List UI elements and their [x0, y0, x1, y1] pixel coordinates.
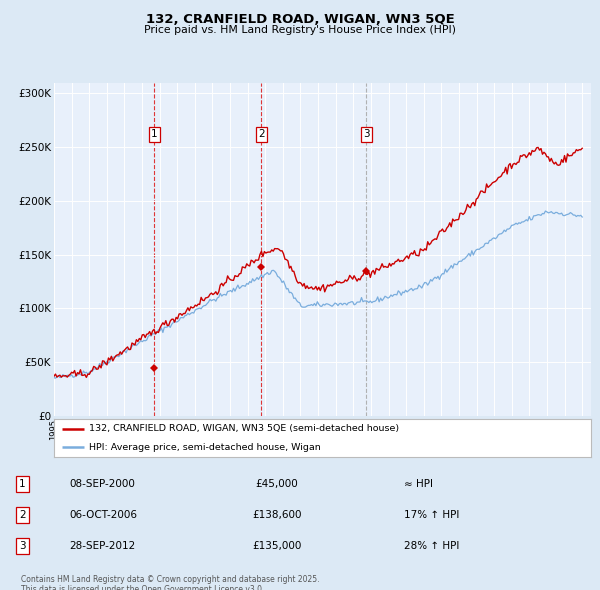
- Text: 132, CRANFIELD ROAD, WIGAN, WN3 5QE: 132, CRANFIELD ROAD, WIGAN, WN3 5QE: [146, 13, 454, 26]
- Text: HPI: Average price, semi-detached house, Wigan: HPI: Average price, semi-detached house,…: [89, 442, 320, 452]
- Text: 2: 2: [258, 129, 265, 139]
- Text: 06-OCT-2006: 06-OCT-2006: [70, 510, 137, 520]
- Text: 2: 2: [19, 510, 26, 520]
- Text: 1: 1: [19, 479, 26, 489]
- Text: 3: 3: [363, 129, 370, 139]
- Text: 1: 1: [151, 129, 157, 139]
- Text: 3: 3: [19, 541, 26, 550]
- Text: 17% ↑ HPI: 17% ↑ HPI: [404, 510, 459, 520]
- Text: Contains HM Land Registry data © Crown copyright and database right 2025.
This d: Contains HM Land Registry data © Crown c…: [21, 575, 320, 590]
- Text: 132, CRANFIELD ROAD, WIGAN, WN3 5QE (semi-detached house): 132, CRANFIELD ROAD, WIGAN, WN3 5QE (sem…: [89, 424, 399, 434]
- Text: £138,600: £138,600: [252, 510, 302, 520]
- Text: ≈ HPI: ≈ HPI: [404, 479, 433, 489]
- Text: £135,000: £135,000: [252, 541, 302, 550]
- Text: Price paid vs. HM Land Registry's House Price Index (HPI): Price paid vs. HM Land Registry's House …: [144, 25, 456, 35]
- Text: £45,000: £45,000: [256, 479, 298, 489]
- Text: 08-SEP-2000: 08-SEP-2000: [70, 479, 136, 489]
- Text: 28-SEP-2012: 28-SEP-2012: [70, 541, 136, 550]
- Text: 28% ↑ HPI: 28% ↑ HPI: [404, 541, 459, 550]
